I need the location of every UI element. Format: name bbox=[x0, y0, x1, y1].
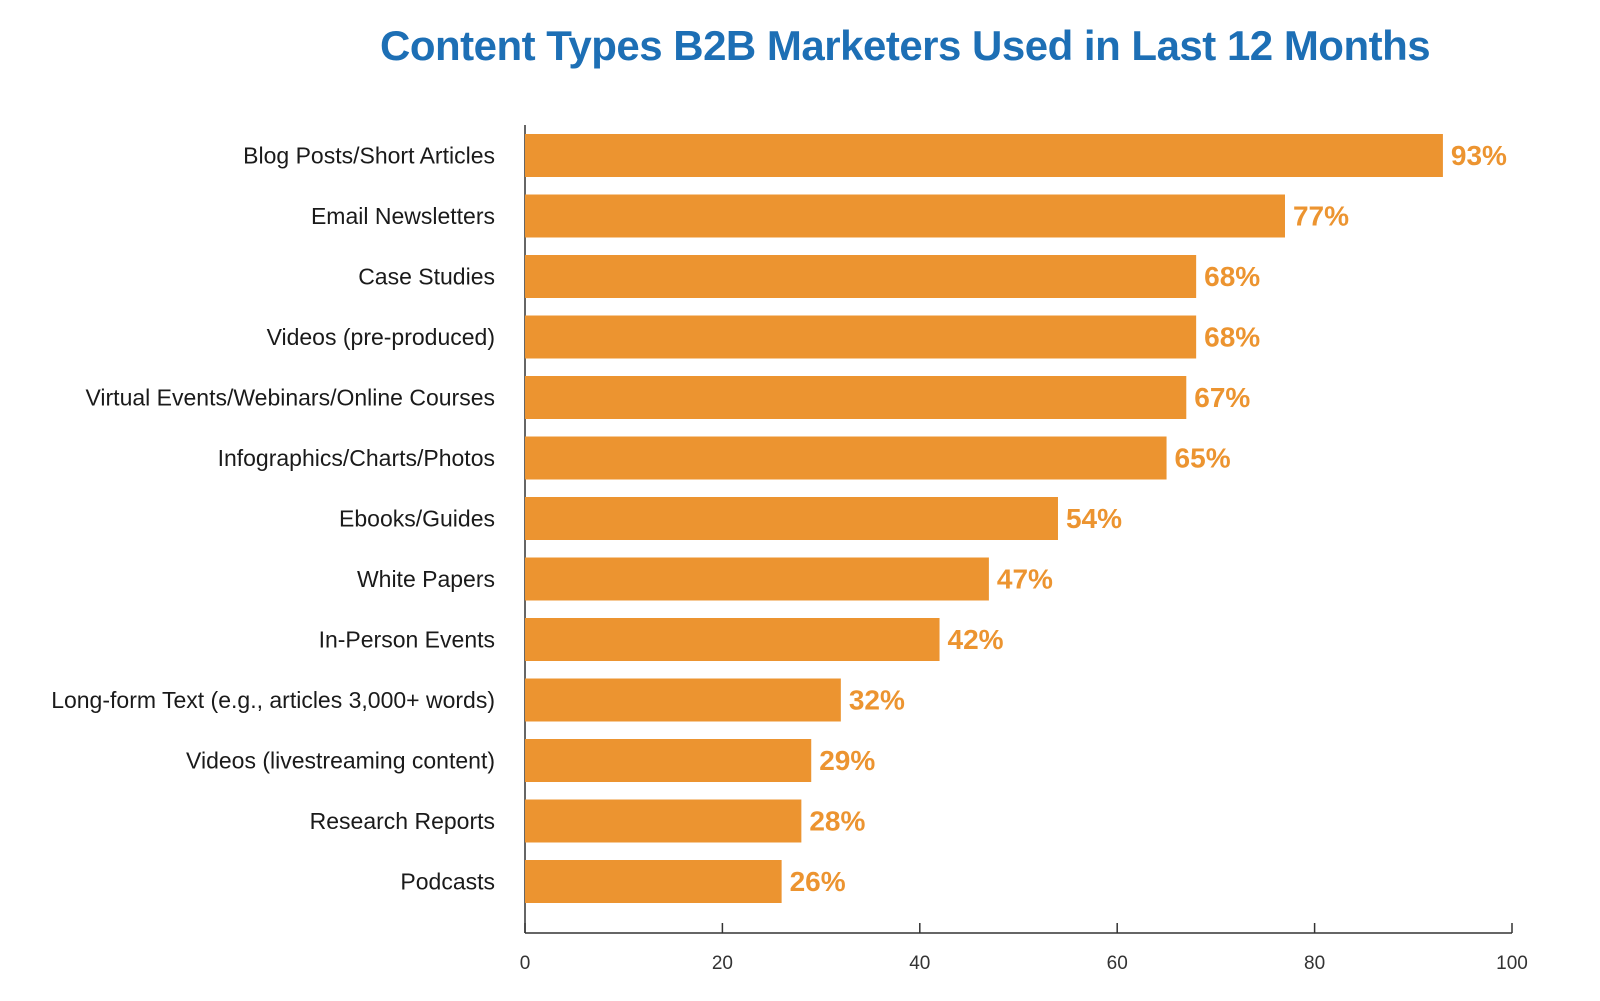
x-tick-label: 0 bbox=[520, 953, 531, 974]
value-label: 42% bbox=[948, 624, 1004, 655]
category-label: Videos (livestreaming content) bbox=[186, 748, 495, 774]
value-label: 47% bbox=[997, 564, 1053, 595]
x-tick-label: 80 bbox=[1304, 953, 1325, 974]
category-label: Blog Posts/Short Articles bbox=[243, 143, 495, 169]
category-label: Infographics/Charts/Photos bbox=[218, 445, 495, 471]
category-label: White Papers bbox=[357, 566, 495, 592]
bar bbox=[525, 194, 1285, 238]
value-label: 65% bbox=[1175, 443, 1231, 474]
category-label: In-Person Events bbox=[319, 627, 495, 653]
value-label: 54% bbox=[1066, 503, 1122, 534]
bar bbox=[525, 436, 1167, 480]
value-label: 26% bbox=[790, 866, 846, 897]
category-label: Case Studies bbox=[358, 264, 495, 290]
value-label: 77% bbox=[1293, 201, 1349, 232]
bar bbox=[525, 376, 1187, 419]
x-tick-label: 100 bbox=[1496, 953, 1528, 974]
value-label: 93% bbox=[1451, 140, 1507, 171]
bar bbox=[525, 860, 782, 903]
value-label: 28% bbox=[809, 806, 865, 837]
bar bbox=[525, 557, 989, 601]
category-label: Virtual Events/Webinars/Online Courses bbox=[85, 385, 495, 411]
category-label: Long-form Text (e.g., articles 3,000+ wo… bbox=[51, 687, 495, 713]
value-label: 68% bbox=[1204, 261, 1260, 292]
bar bbox=[525, 799, 802, 843]
category-label: Research Reports bbox=[310, 808, 495, 834]
value-label: 67% bbox=[1194, 382, 1250, 413]
category-label: Videos (pre-produced) bbox=[267, 324, 495, 350]
value-label: 29% bbox=[819, 745, 875, 776]
value-label: 32% bbox=[849, 685, 905, 716]
bar bbox=[525, 739, 812, 782]
category-label: Podcasts bbox=[400, 869, 495, 895]
bar bbox=[525, 678, 841, 722]
bar bbox=[525, 315, 1197, 359]
category-label: Ebooks/Guides bbox=[339, 506, 495, 532]
value-label: 68% bbox=[1204, 322, 1260, 353]
category-label: Email Newsletters bbox=[311, 203, 495, 229]
bar bbox=[525, 255, 1197, 298]
bar bbox=[525, 497, 1058, 540]
x-tick-label: 40 bbox=[909, 953, 930, 974]
bar bbox=[525, 618, 940, 661]
x-tick-label: 20 bbox=[712, 953, 733, 974]
bar bbox=[525, 134, 1443, 177]
x-tick-label: 60 bbox=[1107, 953, 1128, 974]
chart-title: Content Types B2B Marketers Used in Last… bbox=[380, 22, 1431, 69]
